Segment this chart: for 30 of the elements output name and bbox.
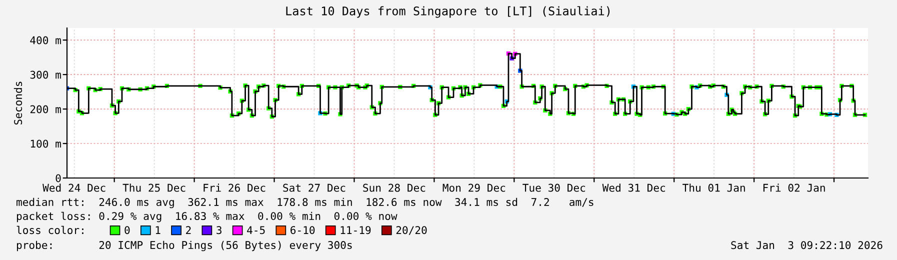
text: probe: 20 ICMP Echo Pings (56 Bytes) every 300s (16, 240, 352, 252)
legend-label: 3 (216, 226, 222, 234)
legend-title: loss color: (16, 226, 84, 234)
legend-label: 1 (156, 226, 160, 234)
x-tick-label: Tue 30 Dec (522, 184, 586, 192)
text: median rtt: 246.0 ms avg 362.1 ms max 178.8 ms min 182.6 ms now 34.1 ms sd 7.2 am/s (16, 198, 594, 208)
legend-label: 11-19 (340, 226, 371, 234)
text: packet loss: 0.29 % avg 16.83 % max 0.00 % min 0.00 % now (16, 212, 398, 222)
x-tick-label: Mon 29 Dec (442, 184, 506, 192)
x-tick-label: Sun 28 Dec (363, 184, 426, 192)
y-tick-label: 300 m (30, 70, 61, 79)
x-tick-label: Fri 26 Dec (204, 184, 266, 192)
y-tick-label: 100 m (30, 140, 61, 148)
x-tick-label: Sat 27 Dec (283, 184, 346, 192)
x-tick-label: Fri 02 Jan (763, 184, 825, 192)
x-tick-label: Thu 25 Dec (122, 184, 186, 192)
y-axis-title: Seconds (14, 82, 22, 125)
text: Sat Jan 3 09:22:10 2026 (731, 241, 882, 250)
legend-label: 2 (186, 226, 191, 234)
legend-label: 6-10 (290, 226, 315, 234)
y-tick-label: 200 m (30, 105, 61, 114)
legend-label: 4-5 (247, 226, 265, 234)
y-tick-label: 400 m (30, 36, 61, 44)
y-tick-label: 0 (56, 174, 61, 182)
legend-label: 0 (124, 226, 130, 234)
x-tick-label: Thu 01 Jan (682, 184, 745, 192)
x-tick-label: Wed 31 Dec (602, 184, 665, 192)
chart-title: Last 10 Days from Singapore to [LT] (Siauliai) (286, 6, 610, 18)
x-tick-label: Wed 24 Dec (42, 184, 106, 192)
legend-label: 20/20 (396, 226, 427, 235)
